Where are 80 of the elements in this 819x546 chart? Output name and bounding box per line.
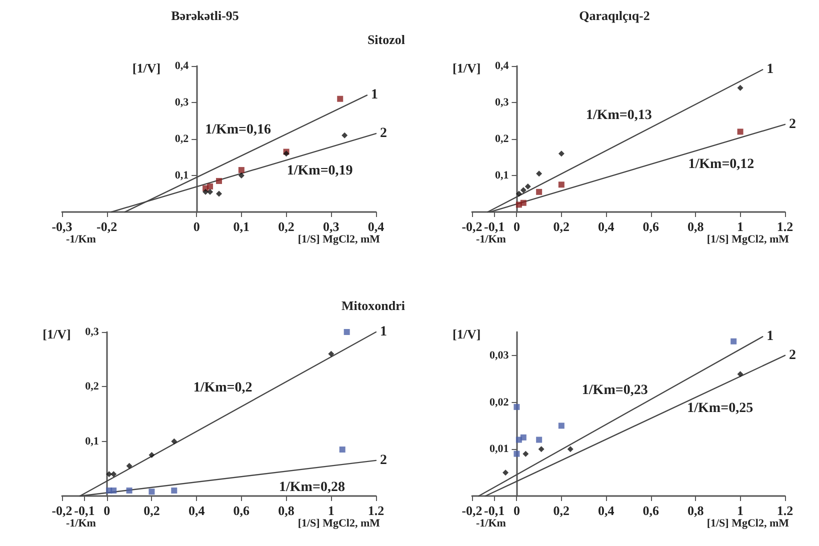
chart-subtitle: Sitozol: [367, 32, 406, 47]
y-tick-label: 0,1: [85, 435, 99, 448]
annotation: 1/Km=0,23: [582, 382, 648, 398]
x-tick-label: 0,4: [368, 219, 385, 234]
y-tick-label: 0,2: [174, 133, 190, 145]
x-tick-label: 0: [513, 219, 520, 234]
y-axis-title: [1/V]: [452, 326, 481, 342]
series-label: 1: [766, 62, 774, 78]
annotation: 1/Km=0,12: [688, 156, 754, 172]
y-tick-label: 0,1: [494, 170, 509, 182]
y-tick-label: 0,2: [494, 133, 510, 145]
x-tick-label: 0: [193, 219, 200, 234]
x-tick-label: 0,2: [278, 219, 294, 234]
x-tick-label: 0,6: [233, 503, 250, 518]
x-tick-label: 1.2: [776, 219, 794, 234]
x-tick-label: 0,8: [687, 503, 704, 518]
annotation: 1/Km=0,16: [205, 122, 271, 138]
chart-title: Bərəkətli-95: [171, 8, 240, 23]
x-tick-label: -0,1: [74, 503, 95, 518]
x-tick-label: -0,2: [462, 503, 482, 518]
x-tick-label: 0,4: [598, 219, 615, 234]
x-tick-label: 0,4: [188, 503, 206, 518]
x-tick-label: -0,2: [96, 219, 118, 234]
y-axis-title: [1/V]: [452, 60, 481, 76]
y-tick-label: 0,2: [85, 380, 100, 393]
x-tick-label: 0,6: [642, 503, 660, 518]
x-axis-title: [1/S] MgCl2, mM: [298, 518, 381, 530]
series-label: 1: [371, 88, 378, 103]
x-tick-label: 0,8: [278, 503, 295, 518]
chart-subtitle: Mitoxondri: [341, 298, 406, 313]
x-tick-label: 1: [737, 219, 744, 234]
series-label: 1: [766, 329, 774, 344]
x-tick-label: 1: [328, 503, 334, 518]
x-tick-label: 0,2: [553, 219, 570, 234]
series-label: 2: [789, 348, 796, 363]
x-tick-label: 0,6: [642, 219, 660, 234]
x-tick-label: 0,3: [323, 219, 340, 234]
x-tick-label: 1.2: [776, 503, 794, 518]
text: -1/Km: [476, 234, 506, 246]
x-tick-label: -0,3: [52, 219, 73, 234]
x-tick-label: 0,2: [553, 503, 570, 518]
x-tick-label: 0: [104, 503, 110, 518]
x-tick-label: 0,4: [598, 503, 615, 518]
x-tick-label: -0,1: [484, 219, 505, 234]
x-axis-title: [1/S] MgCl2, mM: [706, 518, 790, 530]
y-tick-label: 0,4: [174, 60, 190, 72]
x-tick-label: 0,8: [687, 219, 704, 234]
y-tick-label: 0,02: [489, 396, 510, 408]
annotation: 1/Km=0,19: [286, 164, 353, 179]
y-tick-label: 0,3: [85, 326, 100, 338]
annotation: 1/Km=0,2: [193, 380, 252, 396]
y-tick-label: 0,3: [494, 96, 510, 108]
text: -1/Km: [476, 518, 506, 530]
series-label: 2: [380, 452, 387, 468]
x-tick-label: 0,2: [144, 503, 160, 518]
x-tick-label: 0: [513, 503, 520, 518]
y-tick-label: 0,3: [174, 96, 190, 108]
series-label: 2: [380, 126, 387, 142]
series-label: 2: [789, 116, 796, 132]
x-tick-label: -0,1: [484, 503, 505, 518]
annotation: 1/Km=0,25: [687, 401, 754, 416]
y-tick-label: 0,01: [489, 443, 509, 456]
y-axis-title: [1/V]: [42, 326, 71, 342]
text: -1/Km: [66, 234, 96, 246]
series-label: 1: [380, 324, 387, 340]
y-tick-label: 0,4: [494, 60, 510, 72]
x-tick-label: 1.2: [368, 503, 384, 518]
x-tick-label: -0,2: [52, 503, 72, 518]
annotation: 1/Km=0,28: [279, 480, 345, 495]
text: -1/Km: [66, 518, 96, 530]
x-tick-label: 1: [737, 503, 744, 518]
y-tick-label: 0,1: [174, 170, 189, 182]
x-axis-title: [1/S] MgCl2, mM: [706, 234, 790, 246]
x-tick-label: -0,2: [462, 219, 482, 234]
y-tick-label: 0,03: [489, 349, 510, 362]
chart-title: Qaraqılçıq-2: [579, 8, 650, 23]
x-tick-label: 0,1: [233, 219, 250, 234]
annotation: 1/Km=0,13: [586, 108, 652, 124]
y-axis-title: [1/V]: [132, 60, 161, 76]
x-axis-title: [1/S] MgCl2, mM: [298, 234, 381, 246]
